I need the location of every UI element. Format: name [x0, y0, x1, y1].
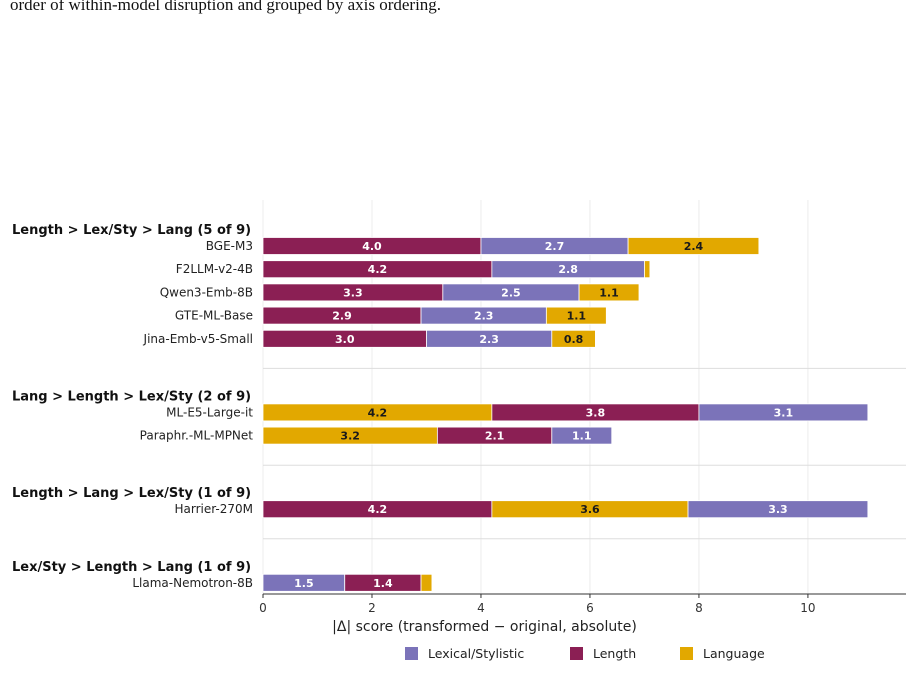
model-label: ML-E5-Large-it	[166, 405, 253, 419]
model-label: Llama-Nemotron-8B	[132, 576, 253, 590]
bar-segment-lex	[687, 500, 869, 519]
bar-value-label: 2.3	[479, 333, 499, 346]
bar-value-label: 1.5	[294, 577, 314, 590]
bar-value-label: 2.5	[501, 286, 521, 299]
bar-value-label: 2.8	[558, 263, 578, 276]
bar-value-label: 4.2	[368, 263, 388, 276]
group-label: Lex/Sty > Length > Lang (1 of 9)	[12, 560, 251, 575]
bar-value-label: 0.8	[564, 333, 584, 346]
bar-segment-lang	[644, 260, 651, 279]
x-tick-label: 2	[368, 601, 376, 615]
bar-value-label: 1.1	[567, 310, 587, 323]
bar-value-label: 3.8	[586, 406, 606, 419]
bar-value-label: 1.1	[572, 430, 592, 443]
bar-value-label: 2.4	[684, 240, 704, 253]
bar-value-label: 3.1	[774, 406, 794, 419]
legend-label-lang: Language	[703, 646, 765, 661]
bar-segment-lang	[627, 237, 760, 255]
bar-value-label: 2.1	[485, 430, 505, 443]
legend-label-lex: Lexical/Stylistic	[428, 646, 524, 661]
bar-value-label: 2.3	[474, 310, 494, 323]
row-labels: Length > Lex/Sty > Lang (5 of 9)BGE-M3 F2…	[12, 223, 253, 590]
x-axis: 0 2 4 6 8 10 |Δ| score (transformed − original…	[259, 593, 906, 635]
bar-value-label: 2.9	[332, 310, 352, 323]
legend-swatch-len	[570, 647, 583, 660]
bars: 4.0 2.7 2.4 4.2 2.8 3.3 2.5 1.1 2.9 2.3 1.1 3.0 2.3 0…	[262, 237, 869, 592]
x-tick-label: 4	[477, 601, 485, 615]
bar-segment-lex	[698, 403, 869, 422]
bar-value-label: 4.2	[368, 503, 388, 516]
x-axis-label: |Δ| score (transformed − original, absol…	[332, 619, 637, 635]
bar-value-label: 1.4	[373, 577, 393, 590]
bar-segment-lex	[551, 426, 613, 445]
model-label: Jina-Emb-v5-Small	[143, 332, 253, 346]
group-separators	[263, 367, 906, 540]
x-tick-label: 6	[586, 601, 594, 615]
bar-segment-lang	[420, 573, 433, 592]
bar-value-label: 3.3	[343, 286, 363, 299]
bar-value-label: 2.7	[545, 240, 565, 253]
model-label: F2LLM-v2-4B	[176, 262, 253, 276]
grid-lines	[262, 200, 809, 594]
x-tick-label: 8	[695, 601, 703, 615]
bar-segment-lang	[545, 306, 607, 325]
bar-value-label: 4.2	[368, 406, 388, 419]
group-label: Length > Lang > Lex/Sty (1 of 9)	[12, 486, 251, 501]
model-label: Harrier-270M	[174, 502, 253, 516]
x-tick-label: 0	[259, 601, 267, 615]
bar-value-label: 1.1	[599, 286, 619, 299]
legend-label-len: Length	[593, 646, 636, 661]
legend-swatch-lang	[680, 647, 693, 660]
bar-segment-lang	[578, 283, 640, 302]
bar-value-label: 3.6	[580, 503, 600, 516]
group-label: Length > Lex/Sty > Lang (5 of 9)	[12, 223, 251, 238]
legend-swatch-lex	[405, 647, 418, 660]
bar-value-label: 4.0	[362, 240, 382, 253]
model-label: Qwen3-Emb-8B	[160, 285, 253, 299]
model-label: BGE-M3	[206, 239, 253, 253]
bar-segment-lang	[551, 329, 596, 348]
bar-value-label: 3.2	[340, 430, 360, 443]
figure-caption: order of within-model disruption and gro…	[10, 0, 442, 14]
bar-value-label: 3.3	[768, 503, 788, 516]
x-tick-label: 10	[800, 601, 815, 615]
legend: Lexical/Stylistic Length Language	[405, 646, 765, 661]
bar-value-label: 3.0	[335, 333, 355, 346]
model-label: GTE-ML-Base	[175, 309, 253, 323]
model-label: Paraphr.-ML-MPNet	[140, 429, 254, 443]
group-label: Lang > Length > Lex/Sty (2 of 9)	[12, 389, 251, 404]
